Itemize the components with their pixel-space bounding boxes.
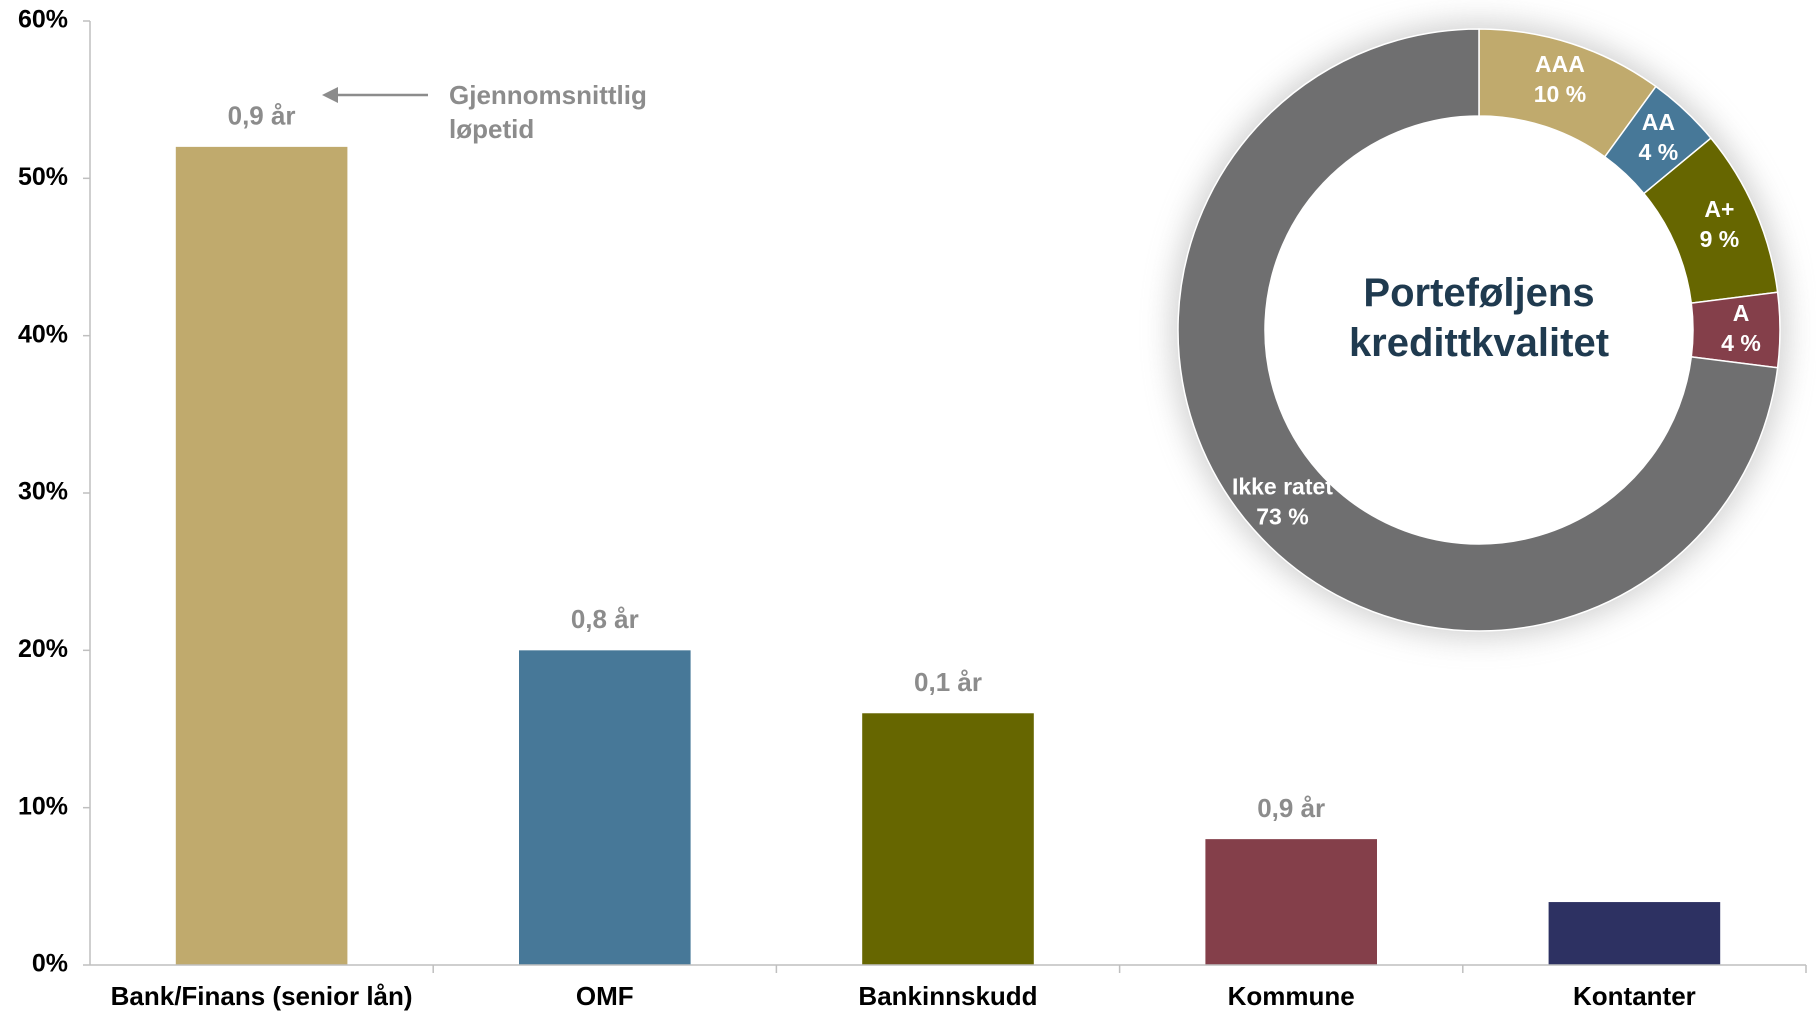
bar [1548,902,1721,965]
y-tick-label: 0% [32,950,68,978]
bar-annotation: 0,9 år [1257,793,1325,823]
x-tick-label: Bankinnskudd [858,981,1037,1011]
bar-annotation: 0,9 år [228,101,296,131]
y-tick-label: 40% [18,320,68,348]
donut-slice [1177,28,1779,632]
bar-annotation: 0,1 år [914,667,982,697]
bar [862,713,1034,965]
slice-name: A [1733,300,1750,326]
annotation-arrowhead [322,87,338,103]
y-tick-label: 20% [18,635,68,663]
slice-value: 73 % [1256,503,1308,529]
bar [175,146,348,965]
slice-value: 10 % [1534,81,1586,107]
x-tick-label: OMF [576,981,634,1011]
y-tick-label: 60% [18,6,68,34]
slice-name: Ikke ratet [1232,473,1333,499]
slice-value: 9 % [1700,226,1740,252]
bar [519,650,691,965]
slice-value: 4 % [1721,330,1761,356]
y-tick-label: 30% [18,478,68,506]
x-tick-label: Bank/Finans (senior lån) [111,981,413,1011]
annotation: Gjennomsnittlig løpetid [449,80,647,144]
slice-name: AAA [1535,51,1585,77]
y-tick-label: 10% [18,792,68,820]
donut-backdrop [1178,29,1780,631]
x-tick-label: Kommune [1228,981,1355,1011]
bar-annotation: 0,8 år [571,604,639,634]
donut-title: Porteføljens kredittkvalitet [1348,271,1610,365]
slice-name: AA [1642,109,1675,135]
bar [1205,839,1377,965]
x-tick-label: Kontanter [1573,981,1696,1011]
slice-name: A+ [1704,196,1734,222]
y-tick-label: 50% [18,163,68,191]
slice-value: 4 % [1639,139,1679,165]
